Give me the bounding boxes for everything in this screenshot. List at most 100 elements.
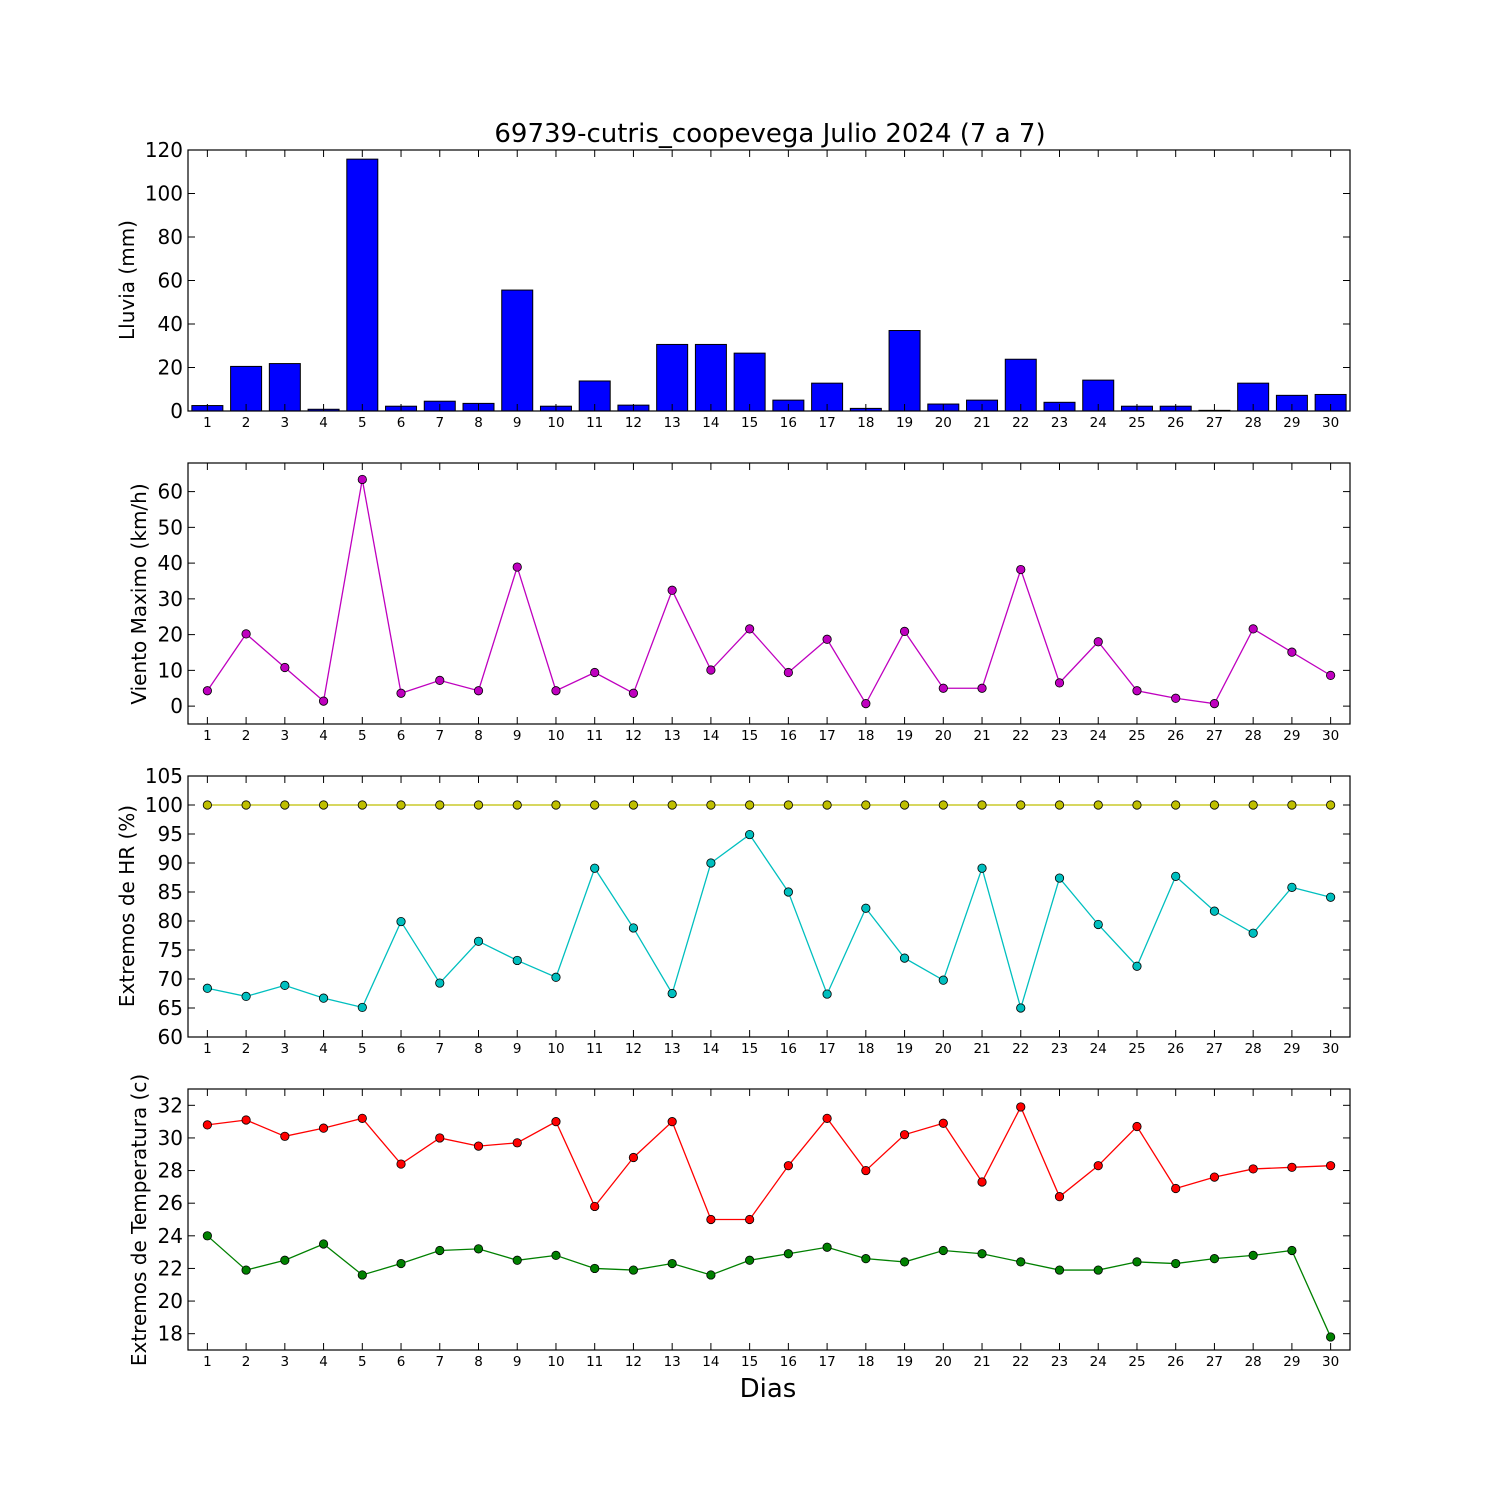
temperature-point <box>202 1120 212 1130</box>
temperature-point <box>1093 1161 1103 1171</box>
rain-xtick-label: 19 <box>896 415 913 431</box>
temperature-point <box>396 1159 406 1169</box>
rain-xtick-label: 10 <box>547 415 564 431</box>
wind-point <box>667 585 677 595</box>
rain-xtick-label: 22 <box>1012 415 1029 431</box>
humidity-point <box>822 989 832 999</box>
temperature-point <box>706 1270 716 1280</box>
wind-point <box>318 696 329 706</box>
wind-xtick-label: 30 <box>1322 728 1339 744</box>
humidity-point <box>1171 800 1181 810</box>
humidity-point <box>899 800 910 810</box>
humidity-xtick-label: 2 <box>242 1041 251 1057</box>
rain-bar <box>694 343 727 412</box>
temperature-point <box>590 1263 600 1274</box>
humidity-point <box>628 923 639 933</box>
humidity-point <box>783 800 793 810</box>
humidity-point <box>396 800 406 810</box>
humidity-xtick-label: 8 <box>474 1041 483 1057</box>
wind-point <box>977 683 987 693</box>
wind-point <box>628 688 639 698</box>
temperature-point <box>590 1201 600 1212</box>
temperature-xtick-label: 15 <box>741 1354 758 1370</box>
temperature-xtick-label: 10 <box>547 1354 564 1370</box>
temperature-point <box>280 1255 290 1265</box>
rain-ytick-label: 40 <box>158 312 183 336</box>
humidity-point <box>745 829 755 840</box>
temperature-point <box>241 1115 251 1125</box>
wind-xtick-label: 27 <box>1206 728 1223 744</box>
humidity-point <box>783 887 793 897</box>
humidity-xtick-label: 30 <box>1322 1041 1339 1057</box>
wind-point <box>473 686 484 696</box>
wind-point <box>1171 693 1181 703</box>
humidity-point <box>706 800 716 810</box>
temperature-point <box>512 1255 522 1265</box>
rain-ytick-label: 20 <box>158 356 183 380</box>
humidity-xtick-label: 9 <box>513 1041 522 1057</box>
humidity-point <box>1132 961 1142 971</box>
temperature-panel: Extremos de Temperatura (c) <box>127 1074 151 1366</box>
temperature-point <box>435 1133 445 1143</box>
humidity-point <box>1132 800 1142 810</box>
temperature-series-line <box>206 1235 1332 1338</box>
humidity-ytick-label: 100 <box>145 793 183 817</box>
humidity-ytick-label: 80 <box>158 909 183 933</box>
rain-xtick-label: 7 <box>435 415 444 431</box>
temperature-xtick-label: 6 <box>397 1354 406 1370</box>
temperature-xtick-label: 13 <box>664 1354 681 1370</box>
humidity-xtick-label: 28 <box>1245 1041 1262 1057</box>
temperature-point <box>357 1270 367 1280</box>
humidity-point <box>977 863 987 873</box>
wind-xtick-label: 29 <box>1283 728 1300 744</box>
wind-point <box>1248 624 1258 634</box>
humidity-point <box>241 991 251 1002</box>
humidity-xtick-label: 10 <box>547 1041 564 1057</box>
wind-panel: Viento Maximo (km/h) <box>127 483 151 704</box>
wind-xtick-label: 18 <box>857 728 874 744</box>
rain-ytick-label: 120 <box>145 138 183 162</box>
wind-xtick-label: 19 <box>896 728 913 744</box>
wind-series-line <box>206 479 1331 705</box>
humidity-point <box>822 800 832 810</box>
temperature-point <box>396 1258 406 1269</box>
rain-bar <box>346 158 379 412</box>
temperature-point <box>1171 1258 1181 1269</box>
temperature-ytick-label: 18 <box>158 1322 183 1346</box>
temperature-xtick-label: 21 <box>973 1354 990 1370</box>
wind-ytick-label: 50 <box>158 515 183 539</box>
humidity-point <box>473 936 484 946</box>
wind-xtick-label: 20 <box>935 728 952 744</box>
temperature-point <box>1287 1245 1297 1256</box>
humidity-xtick-label: 4 <box>319 1041 328 1057</box>
humidity-point <box>628 800 639 810</box>
humidity-point <box>473 800 484 810</box>
wind-point <box>551 686 561 696</box>
humidity-ytick-label: 70 <box>158 967 183 991</box>
temperature-point <box>899 1257 910 1267</box>
humidity-point <box>318 800 329 810</box>
humidity-point <box>977 800 987 810</box>
temperature-ytick-label: 20 <box>158 1289 183 1313</box>
wind-xtick-label: 26 <box>1167 728 1184 744</box>
wind-point <box>706 665 716 675</box>
rain-xtick-label: 21 <box>973 415 990 431</box>
humidity-xtick-label: 19 <box>896 1041 913 1057</box>
rain-bar <box>268 363 301 412</box>
humidity-point <box>1054 873 1065 883</box>
wind-xtick-label: 21 <box>973 728 990 744</box>
humidity-point <box>1016 1003 1026 1013</box>
wind-point <box>1054 678 1065 688</box>
humidity-ytick-label: 85 <box>158 880 183 904</box>
wind-point <box>1016 564 1026 575</box>
rain-xtick-label: 9 <box>513 415 522 431</box>
wind-point <box>241 629 251 639</box>
wind-xtick-label: 2 <box>242 728 251 744</box>
temperature-point <box>435 1245 445 1256</box>
temperature-point <box>1016 1257 1026 1267</box>
humidity-point <box>1093 919 1103 930</box>
humidity-xtick-label: 20 <box>935 1041 952 1057</box>
